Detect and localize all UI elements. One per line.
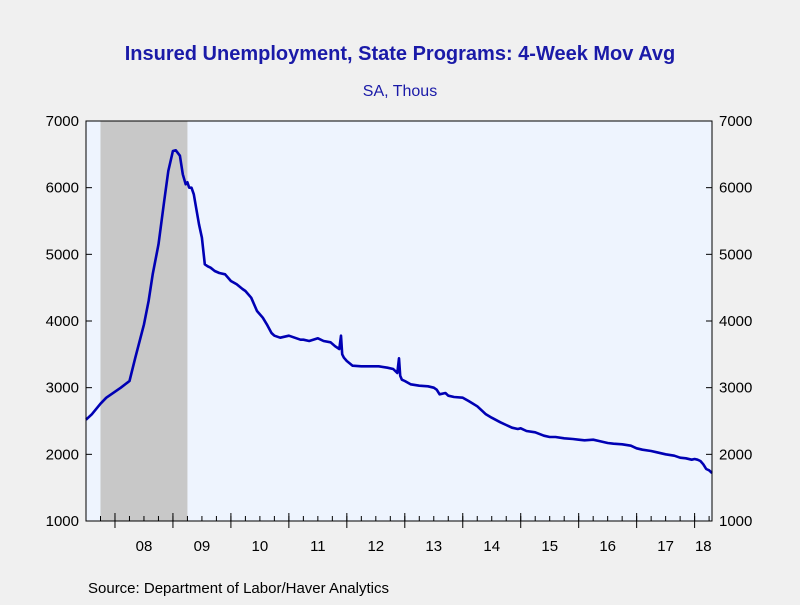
axis-ticks xyxy=(86,120,712,528)
x-tick-label: 11 xyxy=(310,538,326,555)
y-tick-label-right: 7000 xyxy=(719,113,752,130)
y-tick-label-right: 4000 xyxy=(719,313,752,330)
source-note: Source: Department of Labor/Haver Analyt… xyxy=(88,580,389,597)
x-tick-label: 12 xyxy=(367,538,384,555)
y-tick-label-right: 2000 xyxy=(719,446,752,463)
chart-title: Insured Unemployment, State Programs: 4-… xyxy=(125,43,676,65)
x-tick-label: 17 xyxy=(657,538,674,555)
y-tick-label-left: 4000 xyxy=(46,313,79,330)
y-tick-label-left: 6000 xyxy=(46,180,79,197)
axis-tick-labels: 1000 1000 2000 2000 3000 3000 4000 4000 5000 5000… xyxy=(46,113,753,555)
x-tick-label: 09 xyxy=(194,538,211,555)
series-line xyxy=(85,149,713,474)
x-tick-label: 14 xyxy=(483,538,500,555)
chart-subtitle: SA, Thous xyxy=(363,83,437,100)
y-tick-label-left: 2000 xyxy=(46,446,79,463)
y-tick-label-left: 5000 xyxy=(46,246,79,263)
x-tick-label: 15 xyxy=(541,538,558,555)
y-tick-label-left: 7000 xyxy=(46,113,79,130)
x-tick-label: 18 xyxy=(695,538,712,555)
y-tick-label-left: 3000 xyxy=(46,380,79,397)
x-tick-label: 16 xyxy=(599,538,616,555)
x-tick-label: 10 xyxy=(252,538,269,555)
y-tick-label-right: 5000 xyxy=(719,246,752,263)
y-tick-label-right: 3000 xyxy=(719,380,752,397)
x-tick-label: 08 xyxy=(136,538,153,555)
y-tick-label-right: 6000 xyxy=(719,180,752,197)
x-tick-label: 13 xyxy=(425,538,442,555)
y-tick-label-left: 1000 xyxy=(46,513,79,530)
y-tick-label-right: 1000 xyxy=(719,513,752,530)
plot-area xyxy=(85,120,713,522)
